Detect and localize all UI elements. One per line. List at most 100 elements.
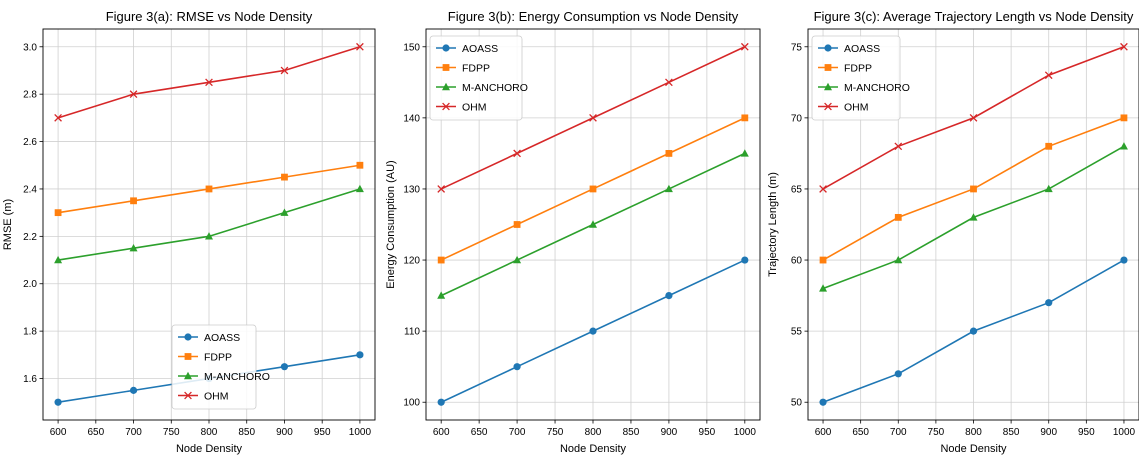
x-tick-label: 750 bbox=[163, 427, 180, 438]
legend-marker bbox=[184, 391, 192, 400]
legend-marker bbox=[184, 333, 192, 341]
data-point bbox=[1119, 142, 1128, 150]
y-axis-label: RMSE (m) bbox=[2, 199, 14, 250]
series-ohm bbox=[437, 42, 749, 193]
legend-entry-ohm: OHM bbox=[818, 101, 869, 113]
data-point bbox=[1044, 71, 1053, 80]
x-tick-label: 600 bbox=[50, 427, 67, 438]
chart-panel-2: 600 650 700 750 800 850 900 950 1000 100 110 120 130… bbox=[385, 9, 761, 455]
data-point bbox=[819, 185, 827, 193]
y-tick-label: 3.0 bbox=[23, 42, 37, 53]
series-aoass bbox=[437, 256, 749, 406]
y-tick-label: 2.6 bbox=[23, 137, 37, 148]
data-point bbox=[740, 149, 749, 157]
x-tick-label: 650 bbox=[471, 427, 488, 438]
legend-marker bbox=[824, 102, 832, 111]
legend-marker bbox=[184, 371, 192, 380]
x-tick-label: 1000 bbox=[734, 427, 757, 438]
y-tick-label: 2.2 bbox=[23, 232, 37, 243]
legend-entry-aoass: AOASS bbox=[436, 43, 498, 55]
legend-label: FDPP bbox=[844, 62, 872, 74]
chart-title: Figure 3(c): Average Trajectory Length v… bbox=[814, 9, 1134, 24]
data-point bbox=[969, 327, 978, 335]
x-tick-label: 850 bbox=[1003, 427, 1020, 438]
y-tick-label: 55 bbox=[791, 327, 803, 338]
legend-label: AOASS bbox=[844, 43, 880, 55]
x-tick-label: 600 bbox=[815, 427, 832, 438]
y-tick-label: 2.8 bbox=[23, 90, 37, 101]
data-point bbox=[437, 398, 445, 406]
y-tick-label: 150 bbox=[403, 42, 420, 53]
series-ohm bbox=[54, 42, 364, 122]
y-tick-label: 2.4 bbox=[23, 184, 37, 195]
chart-title: Figure 3(b): Energy Consumption vs Node … bbox=[448, 9, 739, 24]
legend-label: OHM bbox=[844, 101, 869, 113]
series-fdpp bbox=[54, 161, 364, 217]
data-point bbox=[437, 291, 446, 299]
legend-entry-m-anchoro: M-ANCHORO bbox=[178, 371, 270, 383]
data-point bbox=[205, 78, 213, 87]
y-tick-label: 1.6 bbox=[23, 374, 37, 385]
legend-label: M-ANCHORO bbox=[844, 82, 910, 94]
legend-entry-m-anchoro: M-ANCHORO bbox=[818, 82, 910, 94]
x-tick-label: 700 bbox=[125, 427, 142, 438]
data-point bbox=[1045, 299, 1053, 307]
legend-entry-fdpp: FDPP bbox=[436, 62, 490, 74]
data-point bbox=[129, 386, 138, 394]
series-m-anchoro bbox=[54, 184, 364, 264]
data-point bbox=[129, 243, 138, 252]
data-point bbox=[741, 256, 749, 264]
y-tick-label: 100 bbox=[403, 398, 420, 409]
data-point bbox=[819, 398, 827, 406]
data-point bbox=[54, 114, 62, 122]
data-point bbox=[589, 185, 597, 193]
x-tick-label: 1000 bbox=[1113, 427, 1136, 438]
data-point bbox=[894, 213, 902, 221]
plot-area bbox=[437, 42, 749, 406]
y-tick-label: 130 bbox=[403, 184, 420, 195]
y-tick-label: 50 bbox=[791, 398, 803, 409]
legend-entry-ohm: OHM bbox=[436, 101, 487, 113]
legend: AOASS FDPP M-ANCHORO OHM bbox=[811, 35, 910, 121]
data-point bbox=[1120, 256, 1128, 264]
data-point bbox=[1045, 142, 1053, 150]
x-tick-label: 950 bbox=[314, 427, 331, 438]
data-point bbox=[665, 150, 673, 157]
legend: AOASS FDPP M-ANCHORO OHM bbox=[429, 35, 528, 121]
series-ohm bbox=[819, 42, 1128, 193]
x-tick-label: 700 bbox=[890, 427, 907, 438]
x-tick-label: 900 bbox=[276, 427, 293, 438]
plot-frame bbox=[425, 28, 761, 421]
data-point bbox=[437, 256, 445, 264]
data-point bbox=[356, 42, 364, 51]
data-point bbox=[819, 256, 827, 264]
data-point bbox=[894, 255, 903, 264]
x-tick-label: 900 bbox=[661, 427, 678, 438]
data-point bbox=[437, 185, 446, 193]
x-axis-label: Node Density bbox=[176, 443, 243, 455]
data-point bbox=[356, 161, 364, 169]
data-point bbox=[54, 255, 63, 264]
x-tick-label: 850 bbox=[238, 427, 255, 438]
plot-frame bbox=[807, 28, 1139, 421]
legend-label: M-ANCHORO bbox=[204, 371, 270, 383]
y-tick-label: 2.0 bbox=[23, 279, 37, 290]
legend-box bbox=[429, 35, 523, 121]
data-point bbox=[129, 90, 138, 99]
data-point bbox=[356, 351, 364, 359]
series-fdpp bbox=[819, 114, 1128, 264]
data-point bbox=[54, 209, 62, 217]
data-point bbox=[970, 185, 977, 193]
x-tick-label: 800 bbox=[585, 427, 602, 438]
legend-box bbox=[171, 324, 257, 410]
data-point bbox=[740, 42, 749, 51]
x-tick-label: 950 bbox=[699, 427, 716, 438]
data-point bbox=[355, 184, 364, 193]
series-aoass bbox=[819, 256, 1128, 406]
legend-label: AOASS bbox=[462, 43, 498, 55]
data-point bbox=[589, 114, 597, 122]
legend-entry-fdpp: FDPP bbox=[818, 62, 872, 74]
legend-entry-ohm: OHM bbox=[178, 390, 229, 402]
data-point bbox=[280, 363, 289, 371]
legend-label: M-ANCHORO bbox=[462, 82, 528, 94]
